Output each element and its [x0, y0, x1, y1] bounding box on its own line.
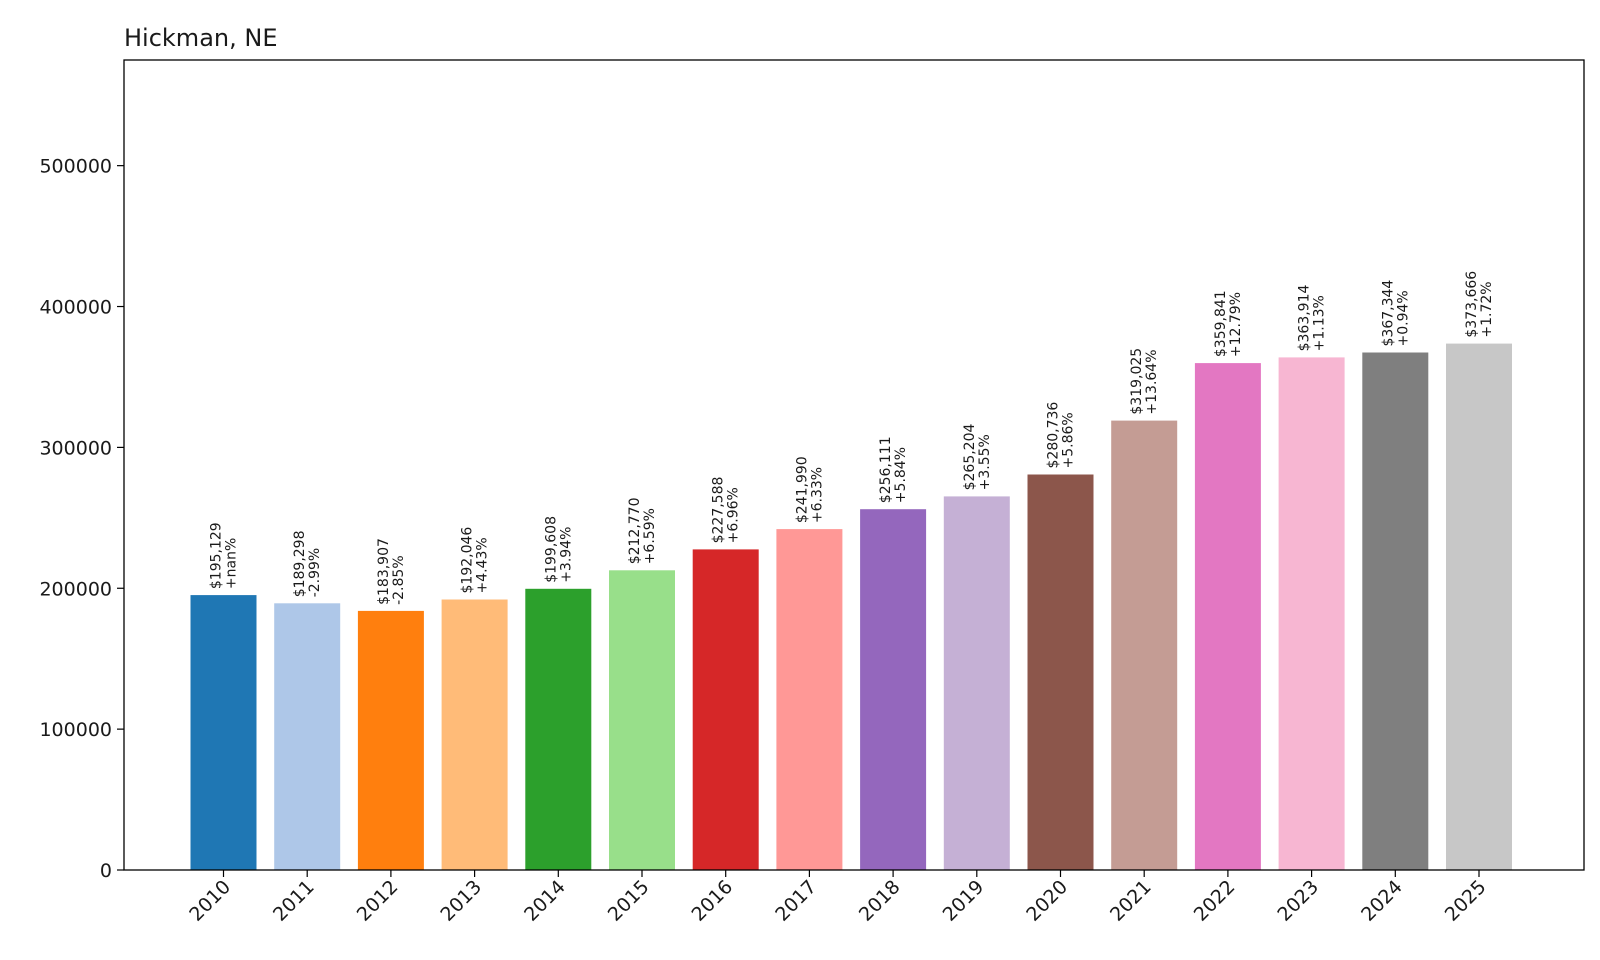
- bar-value-label: $189,298: [292, 530, 308, 597]
- chart-title: Hickman, NE: [124, 24, 277, 52]
- bar-2019: [943, 496, 1010, 870]
- bar-change-label: +12.79%: [1228, 292, 1244, 357]
- bar-value-label: $367,344: [1380, 280, 1396, 347]
- x-tick-label: 2016: [687, 876, 737, 926]
- bar-2024: [1362, 352, 1429, 870]
- plot-frame: [123, 59, 1585, 871]
- bar-change-label: +5.86%: [1061, 412, 1077, 468]
- bar-change-label: +1.72%: [1479, 281, 1495, 337]
- bar-value-label: $199,608: [543, 516, 559, 583]
- bar-change-label: +6.59%: [642, 508, 658, 564]
- bar-change-label: +3.55%: [977, 434, 993, 490]
- bar-value-label: $195,129: [209, 522, 225, 589]
- x-tick-label: 2021: [1106, 876, 1156, 926]
- x-tick-label: 2011: [269, 876, 319, 926]
- bar-labels-layer: $195,129 +nan% $189,298 -2.99% $183,907 -2.85…: [209, 271, 1496, 605]
- bar-2021: [1111, 420, 1178, 870]
- bar-change-label: -2.85%: [391, 555, 407, 605]
- bar-value-label: $183,907: [376, 538, 392, 605]
- bar-change-label: +4.43%: [475, 537, 491, 593]
- bar-value-label: $359,841: [1213, 290, 1229, 357]
- y-tick-label: 400000: [39, 297, 112, 319]
- y-tick-label: 200000: [39, 578, 112, 600]
- bar-2025: [1446, 343, 1512, 871]
- y-tick-label: 500000: [39, 156, 112, 178]
- bar-2020: [1027, 474, 1094, 870]
- bar-2017: [776, 529, 843, 870]
- bar-value-label: $363,914: [1297, 285, 1313, 352]
- x-tick-label: 2015: [604, 876, 654, 926]
- bar-change-label: +0.94%: [1395, 290, 1411, 346]
- x-axis: 2010 2011 2012 2013 2014 2015 2016 2017 2018 2019…: [185, 870, 1491, 926]
- y-axis: 0 100000 200000 300000 400000 500000: [39, 156, 124, 882]
- bar-value-label: $227,588: [711, 477, 727, 544]
- bar-change-label: +13.64%: [1144, 349, 1160, 414]
- bars-layer: [190, 343, 1512, 871]
- bar-value-label: $280,736: [1046, 402, 1062, 469]
- x-tick-label: 2024: [1357, 876, 1407, 926]
- x-tick-label: 2023: [1273, 876, 1323, 926]
- bar-change-label: +1.13%: [1312, 295, 1328, 351]
- bar-2015: [609, 570, 675, 870]
- bar-value-label: $373,666: [1464, 271, 1480, 338]
- bar-change-label: +6.96%: [726, 487, 742, 543]
- bar-2022: [1194, 363, 1261, 870]
- x-tick-label: 2020: [1022, 876, 1072, 926]
- bar-2016: [692, 549, 759, 870]
- bar-change-label: +nan%: [224, 538, 240, 589]
- x-tick-label: 2025: [1441, 876, 1491, 926]
- bar-change-label: +5.84%: [893, 447, 909, 503]
- x-tick-label: 2018: [855, 876, 905, 926]
- x-tick-label: 2013: [436, 876, 486, 926]
- x-tick-label: 2012: [353, 876, 403, 926]
- bar-2011: [274, 603, 341, 870]
- x-tick-label: 2022: [1190, 876, 1240, 926]
- bar-value-label: $256,111: [878, 436, 894, 503]
- bar-value-label: $319,025: [1129, 348, 1145, 415]
- bar-value-label: $241,990: [794, 456, 810, 523]
- bar-2013: [441, 599, 508, 870]
- bar-value-label: $192,046: [460, 527, 476, 594]
- x-tick-label: 2014: [520, 876, 570, 926]
- y-tick-label: 100000: [39, 719, 112, 741]
- bar-2010: [190, 595, 257, 870]
- x-tick-label: 2017: [771, 876, 821, 926]
- x-tick-label: 2010: [185, 876, 235, 926]
- bar-change-label: +3.94%: [558, 527, 574, 583]
- bar-change-label: -2.99%: [307, 548, 323, 598]
- bar-2014: [525, 588, 592, 870]
- bar-change-label: +6.33%: [809, 467, 825, 523]
- y-tick-label: 0: [100, 860, 112, 882]
- bar-2018: [860, 509, 927, 870]
- x-tick-label: 2019: [939, 876, 989, 926]
- bar-2012: [357, 610, 424, 870]
- bar-2023: [1278, 357, 1345, 870]
- bar-value-label: $265,204: [962, 424, 978, 491]
- y-tick-label: 300000: [39, 437, 112, 459]
- bar-value-label: $212,770: [627, 497, 643, 564]
